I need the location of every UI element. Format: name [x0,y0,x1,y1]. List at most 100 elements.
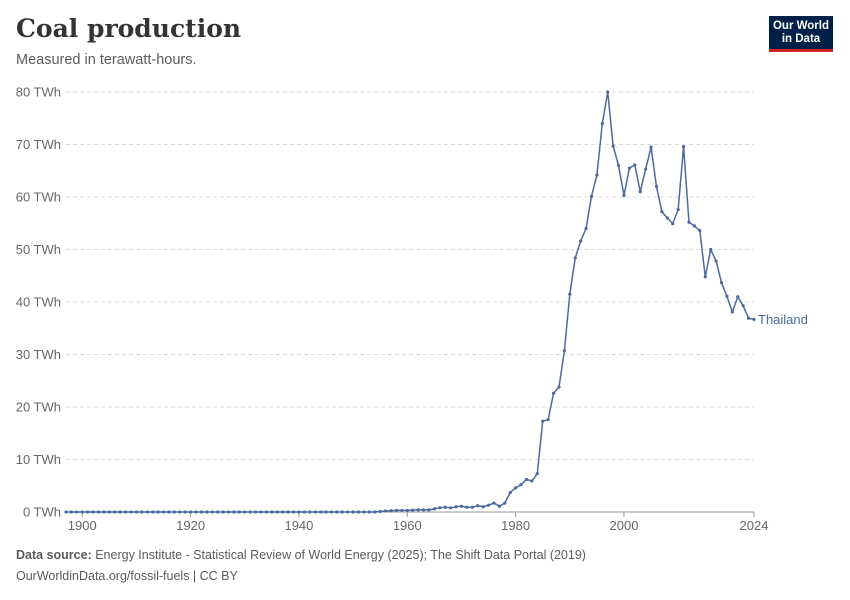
x-tick-label: 1920 [176,518,205,533]
data-point [373,510,377,514]
x-tick-label: 1960 [393,518,422,533]
logo-line-1: Our World [772,20,829,32]
y-tick-label: 40 TWh [16,295,61,310]
data-point [107,510,111,514]
data-point [546,418,550,422]
data-point [541,419,545,423]
y-tick-label: 70 TWh [16,137,61,152]
data-point [752,317,756,321]
data-point [573,256,577,260]
data-point [237,510,241,514]
data-point [503,501,507,505]
data-point [746,316,751,320]
data-point [676,208,680,212]
data-point [210,510,214,514]
chart-title: Coal production [16,14,242,43]
data-point [351,510,355,514]
data-point [411,508,415,512]
data-point [194,510,198,514]
data-point [199,510,204,514]
data-point [432,507,436,511]
data-point [129,510,133,514]
data-point [91,510,95,514]
data-point [497,504,501,508]
logo-line-2: in Data [781,32,821,45]
data-point [600,121,604,126]
data-point [275,510,279,514]
data-point [416,508,420,512]
data-point [687,220,691,224]
data-point [438,506,442,510]
y-tick-label: 80 TWh [16,85,61,100]
data-point [714,259,718,263]
data-point [654,184,659,189]
data-point [64,510,68,514]
data-point [627,166,632,170]
data-point [638,190,642,194]
data-point [514,486,518,490]
data-point [481,505,485,509]
x-tick-label: 2024 [740,518,769,533]
data-point [313,510,317,514]
data-point [270,510,274,514]
data-point [80,510,84,514]
data-point [562,349,566,353]
url-license-line[interactable]: OurWorldinData.org/fossil-fuels | CC BY [16,569,238,583]
data-point [551,391,556,395]
data-point [356,510,361,514]
data-point [367,510,371,514]
data-point [671,222,675,226]
data-source-line: Data source: Energy Institute - Statisti… [16,548,586,562]
data-point [264,510,269,514]
series-label: Thailand [758,312,808,327]
data-point [508,490,512,495]
data-point [405,508,409,513]
data-point [167,510,171,514]
data-point [259,510,263,514]
data-point [589,194,594,199]
data-point [75,510,79,514]
data-point [459,504,464,508]
data-point [616,163,621,168]
data-point [346,510,350,514]
data-point [665,216,669,220]
data-point [465,505,469,509]
data-point [362,510,366,514]
data-point [286,510,290,514]
data-point [557,385,561,389]
data-point [329,510,334,514]
data-source-text[interactable]: Energy Institute - Statistical Review of… [95,548,586,562]
data-point [703,275,707,279]
data-point [421,508,426,512]
data-point [389,509,393,513]
y-tick-label: 0 TWh [23,505,61,520]
data-point [86,510,90,514]
data-point [606,90,610,94]
data-point [633,163,637,167]
data-point [719,280,724,285]
data-point [151,510,155,514]
data-point [145,510,149,514]
data-point [449,506,453,510]
data-point [698,229,702,233]
data-point [524,477,529,482]
data-point [297,510,301,514]
data-point [660,210,664,214]
data-point [384,509,388,513]
data-point [254,510,258,514]
data-point [69,510,74,514]
y-tick-label: 60 TWh [16,190,61,205]
data-point [644,167,648,171]
chart-subtitle: Measured in terawatt-hours. [16,52,197,68]
data-point [378,509,382,514]
data-point [308,510,312,514]
data-point [454,505,458,509]
x-tick-label: 1940 [284,518,313,533]
data-point [335,510,339,514]
owid-logo[interactable]: Our World in Data [769,16,833,52]
data-point [584,226,588,231]
data-point [319,510,323,514]
data-point [725,294,729,298]
data-point [216,510,220,514]
data-point [649,145,653,149]
